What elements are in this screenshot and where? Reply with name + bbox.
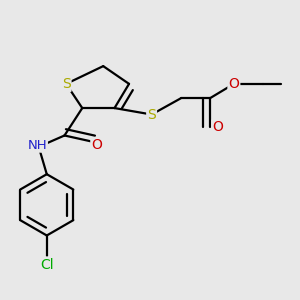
- Text: NH: NH: [27, 139, 47, 152]
- Text: O: O: [228, 77, 239, 91]
- Text: S: S: [147, 107, 156, 122]
- Text: O: O: [91, 138, 102, 152]
- Text: S: S: [62, 77, 70, 91]
- Text: Cl: Cl: [40, 257, 54, 272]
- Text: O: O: [212, 120, 223, 134]
